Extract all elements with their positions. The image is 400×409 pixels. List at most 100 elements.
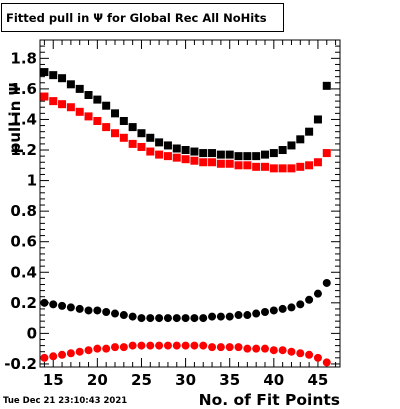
data-point-circle-s3: [128, 341, 137, 350]
data-point-square-s1: [58, 100, 67, 109]
data-point-square-s0: [163, 141, 172, 150]
data-point-square-s0: [199, 149, 208, 158]
data-point-circle-s3: [243, 344, 252, 353]
chart-title: Fitted pull in Ψ for Global Rec All NoHi…: [6, 11, 267, 25]
data-point-square-s0: [66, 80, 75, 89]
data-point-square-s1: [181, 155, 190, 164]
data-point-circle-s3: [66, 349, 75, 358]
data-point-circle-s3: [172, 341, 181, 350]
y-tick-label: -0.2: [4, 355, 37, 373]
y-tick-label: 1: [27, 172, 37, 190]
data-point-circle-s3: [252, 344, 261, 353]
data-point-square-s0: [216, 150, 225, 159]
data-point-circle-s3: [146, 341, 155, 350]
y-tick-label: 0: [27, 324, 37, 342]
data-point-square-s1: [119, 133, 128, 142]
y-tick-label: 0.6: [10, 233, 37, 251]
y-tick-label: 0.4: [10, 263, 37, 281]
data-point-square-s1: [84, 112, 93, 121]
data-point-circle-s2: [208, 312, 217, 321]
data-point-square-s1: [278, 164, 287, 173]
data-point-circle-s2: [49, 300, 58, 309]
data-point-square-s0: [181, 146, 190, 155]
data-point-square-s1: [146, 147, 155, 156]
data-point-square-s1: [269, 164, 278, 173]
data-point-square-s1: [190, 156, 199, 165]
data-point-square-s1: [102, 123, 111, 132]
x-axis-label: No. of Fit Points: [199, 391, 340, 409]
x-tick-label: 20: [87, 371, 108, 389]
data-point-circle-s3: [84, 346, 93, 355]
y-tick-label: 1.8: [10, 49, 37, 67]
timestamp: Tue Dec 21 23:10:43 2021: [3, 396, 128, 406]
data-point-circle-s2: [111, 309, 119, 318]
data-point-circle-s3: [119, 343, 128, 352]
x-tick-label: 30: [175, 371, 196, 389]
data-point-circle-s3: [49, 352, 58, 361]
data-point-circle-s2: [190, 314, 199, 323]
data-point-circle-s2: [225, 312, 234, 321]
data-point-circle-s3: [208, 343, 217, 352]
data-point-square-s1: [216, 159, 225, 168]
y-axis-ticks: -0.2 0 0.2 0.4 0.6 0.8 1 1.2 1.4 1.6 1.8: [4, 39, 340, 373]
data-point-circle-s2: [305, 295, 314, 304]
y-tick-label: 1.6: [10, 80, 37, 98]
data-point-circle-s2: [102, 307, 111, 316]
x-tick-label: 40: [263, 371, 284, 389]
data-point-square-s0: [234, 152, 243, 161]
data-point-circle-s3: [199, 341, 208, 350]
data-point-square-s0: [155, 138, 164, 147]
x-axis-ticks: 15 20 25 30 35 40 45: [43, 40, 337, 389]
data-point-square-s0: [243, 152, 252, 161]
data-point-square-s0: [322, 81, 331, 90]
data-point-circle-s2: [287, 303, 296, 312]
data-point-circle-s2: [119, 311, 128, 320]
data-point-circle-s3: [234, 343, 243, 352]
data-point-circle-s2: [40, 298, 49, 307]
data-point-square-s1: [305, 161, 314, 170]
data-point-square-s1: [49, 97, 58, 106]
data-point-circle-s3: [296, 349, 305, 358]
data-point-circle-s2: [243, 311, 252, 320]
data-point-square-s0: [58, 74, 67, 83]
data-point-square-s0: [128, 123, 137, 132]
data-point-circle-s2: [234, 311, 243, 320]
data-point-square-s1: [322, 149, 331, 158]
data-point-square-s1: [296, 162, 305, 171]
data-point-square-s1: [128, 139, 137, 148]
data-point-circle-s2: [155, 314, 164, 323]
data-point-square-s0: [225, 150, 234, 159]
data-point-circle-s2: [66, 303, 75, 312]
data-point-square-s0: [40, 68, 49, 77]
data-point-square-s0: [119, 116, 128, 125]
data-point-square-s0: [208, 149, 217, 158]
data-point-square-s1: [155, 150, 164, 159]
data-point-square-s0: [296, 135, 305, 144]
data-point-square-s1: [199, 158, 208, 167]
data-point-circle-s2: [163, 314, 172, 323]
data-point-circle-s2: [137, 314, 146, 323]
data-point-square-s1: [225, 159, 234, 168]
data-point-square-s1: [75, 107, 84, 116]
data-point-circle-s2: [199, 314, 208, 323]
data-point-square-s1: [137, 142, 146, 151]
data-point-circle-s2: [181, 314, 190, 323]
y-tick-label: 0.8: [10, 202, 37, 220]
data-point-circle-s3: [75, 347, 84, 356]
data-point-square-s1: [287, 164, 296, 173]
data-point-circle-s3: [261, 344, 269, 353]
data-point-circle-s3: [137, 341, 146, 350]
data-point-square-s0: [305, 127, 314, 136]
data-point-circle-s2: [296, 300, 305, 309]
data-point-square-s1: [111, 129, 119, 138]
data-point-circle-s3: [190, 341, 199, 350]
data-point-circle-s2: [322, 278, 331, 287]
data-markers: [40, 68, 331, 367]
data-point-square-s1: [66, 103, 75, 112]
data-point-circle-s2: [313, 289, 322, 298]
data-point-square-s1: [163, 152, 172, 161]
data-point-square-s1: [172, 153, 181, 162]
data-point-circle-s2: [252, 309, 261, 318]
data-point-square-s0: [313, 115, 322, 124]
